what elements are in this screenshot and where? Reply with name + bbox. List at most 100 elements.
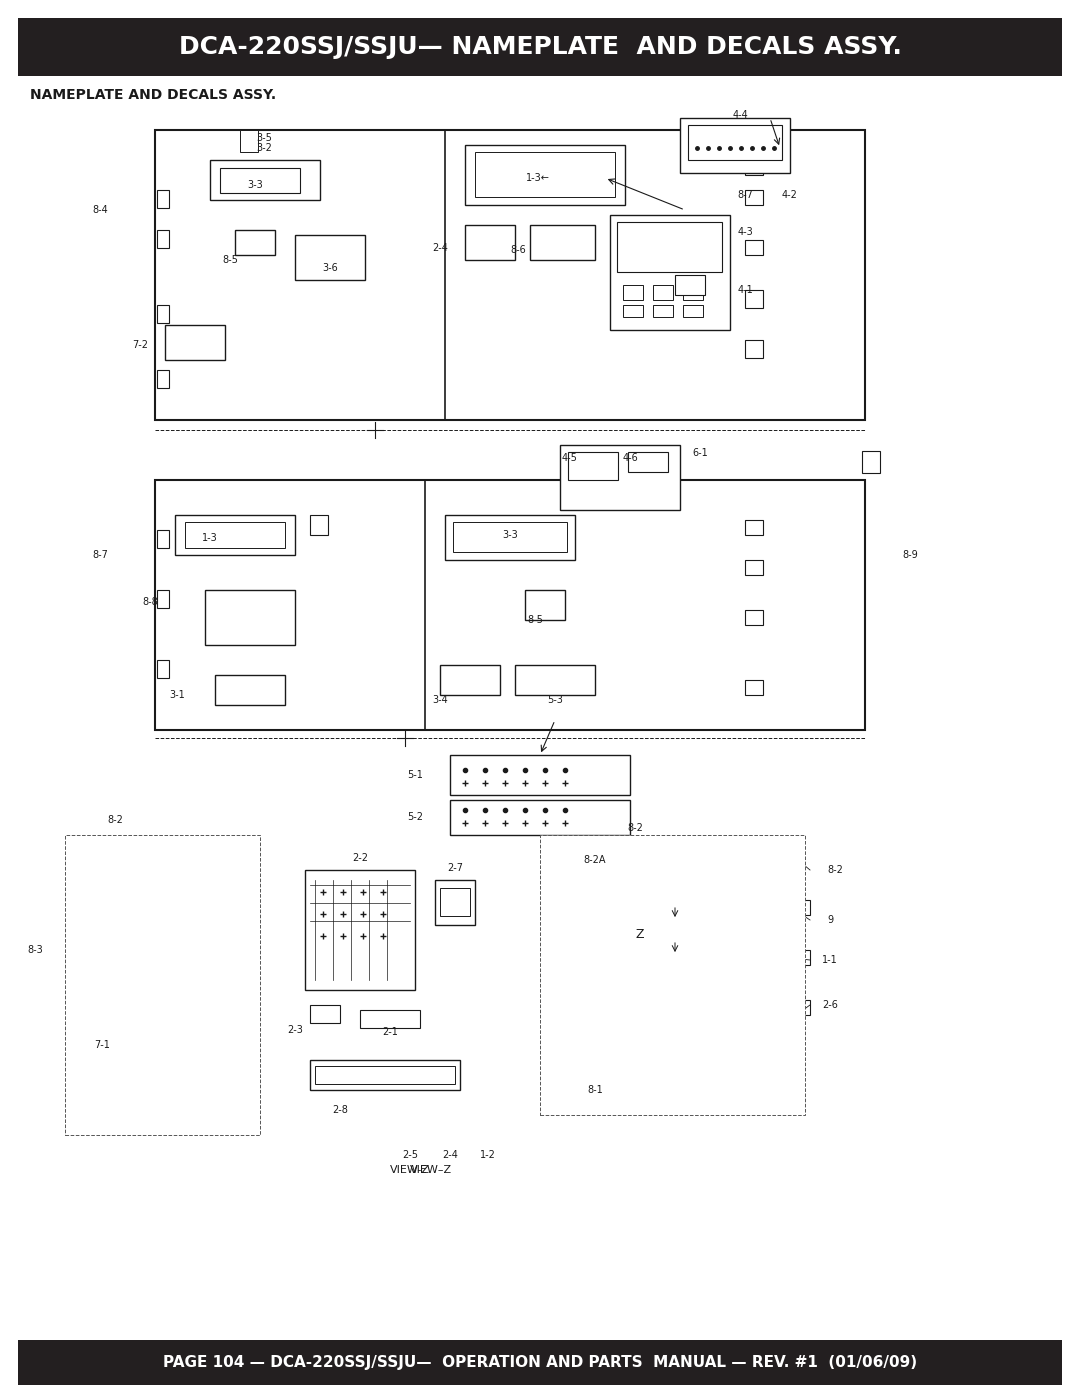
Bar — [310, 1060, 460, 1090]
Bar — [157, 305, 168, 323]
Text: NAMEPLATE AND DECALS ASSY.: NAMEPLATE AND DECALS ASSY. — [30, 88, 276, 102]
Text: 2-7: 2-7 — [447, 863, 463, 873]
Bar — [18, 1340, 1062, 1384]
Bar — [450, 754, 630, 795]
Bar — [627, 453, 669, 472]
Bar — [623, 305, 643, 317]
Text: 8-5: 8-5 — [222, 256, 238, 265]
Text: 4-4: 4-4 — [732, 110, 747, 120]
Bar — [688, 124, 782, 161]
Bar — [465, 225, 515, 260]
Bar — [745, 240, 762, 256]
Text: 2-4: 2-4 — [442, 1150, 458, 1160]
Text: VIEW–Z: VIEW–Z — [410, 1165, 453, 1175]
Bar — [450, 800, 630, 835]
Bar — [745, 560, 762, 576]
Text: 8-2: 8-2 — [107, 814, 123, 826]
Bar — [540, 835, 805, 1115]
Text: 8-7: 8-7 — [92, 550, 108, 560]
Text: 4-2: 4-2 — [782, 190, 798, 200]
Bar — [157, 370, 168, 388]
Text: 8-6: 8-6 — [510, 244, 526, 256]
Bar — [745, 520, 762, 535]
Bar — [683, 305, 703, 317]
Bar — [792, 1000, 810, 1016]
Bar — [157, 190, 168, 208]
Bar — [862, 451, 880, 474]
Bar — [792, 900, 810, 915]
Text: 7-1: 7-1 — [94, 1039, 110, 1051]
Bar — [653, 285, 673, 300]
Bar — [165, 326, 225, 360]
Text: 3-2: 3-2 — [256, 142, 272, 154]
Bar — [595, 848, 675, 870]
Bar — [610, 215, 730, 330]
Text: 2-8: 2-8 — [332, 1105, 348, 1115]
Bar — [545, 840, 795, 1111]
Text: 8-2: 8-2 — [827, 865, 842, 875]
Text: 8-2A: 8-2A — [584, 855, 606, 865]
Bar — [561, 446, 680, 510]
Text: PAGE 104 — DCA-220SSJ/SSJU—  OPERATION AND PARTS  MANUAL — REV. #1  (01/06/09): PAGE 104 — DCA-220SSJ/SSJU— OPERATION AN… — [163, 1355, 917, 1370]
Bar — [792, 950, 810, 965]
Text: 3-4: 3-4 — [432, 694, 448, 705]
Text: 3-6: 3-6 — [322, 263, 338, 272]
Text: 1-2: 1-2 — [481, 1150, 496, 1160]
Bar — [683, 285, 703, 300]
Bar — [215, 675, 285, 705]
Bar — [623, 285, 643, 300]
Bar — [440, 665, 500, 694]
Bar — [745, 610, 762, 624]
Bar — [745, 291, 762, 307]
Bar — [475, 152, 615, 197]
Text: 3-5: 3-5 — [256, 133, 272, 142]
Text: 2-4: 2-4 — [432, 243, 448, 253]
Bar — [565, 1010, 645, 1039]
Text: 2-2: 2-2 — [352, 854, 368, 863]
Text: 4-5: 4-5 — [562, 453, 578, 462]
Bar — [156, 130, 865, 420]
Text: 5-3: 5-3 — [548, 694, 563, 705]
Text: 8-2: 8-2 — [627, 823, 643, 833]
Bar — [568, 453, 618, 481]
Bar — [445, 515, 575, 560]
Text: 1-3: 1-3 — [202, 534, 218, 543]
Bar — [465, 145, 625, 205]
Text: 2-1: 2-1 — [382, 1027, 397, 1037]
Bar — [565, 1055, 645, 1085]
Bar — [660, 1010, 740, 1039]
Bar — [745, 161, 762, 175]
Bar — [525, 590, 565, 620]
Bar — [660, 1055, 740, 1085]
Text: 8-8: 8-8 — [143, 597, 158, 608]
Bar — [653, 305, 673, 317]
Bar — [360, 1010, 420, 1028]
Bar — [310, 1004, 340, 1023]
Text: 7-2: 7-2 — [132, 339, 148, 351]
Text: VIEW-Z: VIEW-Z — [390, 1165, 430, 1175]
Text: 6-1: 6-1 — [692, 448, 707, 458]
Bar — [675, 275, 705, 295]
Text: 8-9: 8-9 — [902, 550, 918, 560]
Bar — [157, 590, 168, 608]
Text: 9: 9 — [827, 915, 833, 925]
Text: 2-5: 2-5 — [402, 1150, 418, 1160]
Text: 8-7: 8-7 — [737, 190, 753, 200]
Bar — [440, 888, 470, 916]
Bar — [515, 665, 595, 694]
Bar — [745, 680, 762, 694]
Bar — [240, 130, 258, 152]
Text: 4-6: 4-6 — [622, 453, 638, 462]
Text: 8-1: 8-1 — [588, 1085, 603, 1095]
Text: 2-6: 2-6 — [822, 1000, 838, 1010]
Bar — [625, 890, 705, 990]
Text: 8-3: 8-3 — [27, 944, 43, 956]
Bar — [157, 659, 168, 678]
Text: 8-4: 8-4 — [92, 205, 108, 215]
Bar — [65, 835, 260, 1134]
Text: Z: Z — [636, 929, 645, 942]
Text: 2-3: 2-3 — [287, 1025, 302, 1035]
Bar — [157, 529, 168, 548]
Bar — [617, 222, 723, 272]
Text: 1-1: 1-1 — [822, 956, 838, 965]
